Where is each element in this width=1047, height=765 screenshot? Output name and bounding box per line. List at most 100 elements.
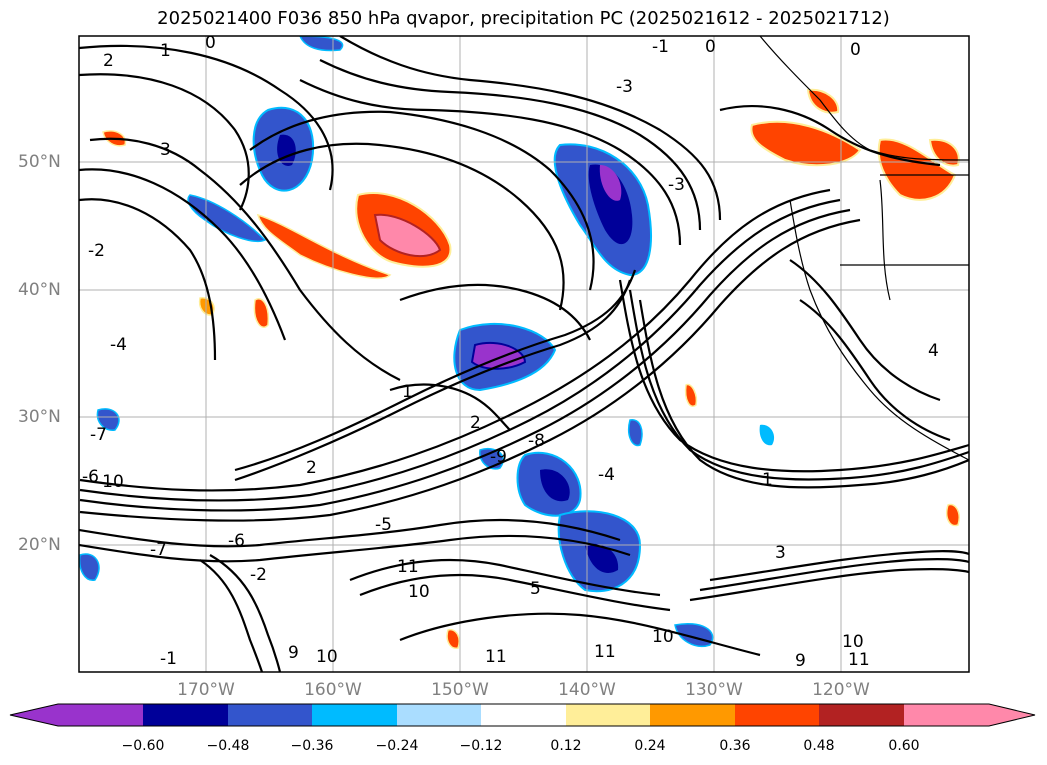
contour-label: 4 <box>928 341 939 361</box>
contour-label: -4 <box>110 335 127 355</box>
colorbar-tick-label: −0.12 <box>459 738 503 754</box>
contour-label: 2 <box>306 458 317 478</box>
negative-anomaly-patch <box>299 36 344 52</box>
contour-label: -2 <box>250 565 267 585</box>
positive-anomaly-patch <box>684 383 698 407</box>
contour-label: -6 <box>228 531 245 551</box>
lon-label: 160°W <box>304 680 362 700</box>
contour-label: 0 <box>850 40 861 60</box>
colorbar-tick-label: −0.24 <box>375 738 419 754</box>
contour-label: 10 <box>652 627 674 647</box>
positive-anomaly-patch <box>253 298 270 328</box>
colorbar-bin <box>650 704 735 726</box>
lon-label: 130°W <box>685 680 743 700</box>
negative-anomaly-patch <box>79 553 100 581</box>
contour-label: 1 <box>762 470 773 490</box>
contour-label: 9 <box>795 651 806 671</box>
colorbar-bin <box>143 704 228 726</box>
contour-label: 11 <box>848 650 870 670</box>
contour-label: 1 <box>160 41 171 61</box>
contour-label: 3 <box>775 543 786 563</box>
colorbar-tick-label: 0.24 <box>634 738 666 754</box>
colorbar-bin <box>566 704 650 726</box>
contour-label: 11 <box>397 557 419 577</box>
lat-label: 30°N <box>18 407 61 427</box>
contour-label: -3 <box>668 175 685 195</box>
colorbar-tick-label: 0.48 <box>803 738 835 754</box>
negative-anomaly-core <box>585 543 619 573</box>
negative-anomaly-patch <box>96 408 120 431</box>
contour-label: 0 <box>205 33 216 53</box>
map-plot-area: 2 1 0 3 0 0 -1 -2 -4 -3 -3 4 1 2 2 1 -6 … <box>79 33 969 672</box>
positive-anomaly-band <box>256 213 392 279</box>
colorbar-bin <box>904 704 989 726</box>
contour-label: 9 <box>288 643 299 663</box>
contour-label: -1 <box>652 37 669 57</box>
colorbar-tick-label: 0.60 <box>888 738 920 754</box>
colorbar-tick-label: −0.36 <box>290 738 334 754</box>
contour-label: -5 <box>375 515 392 535</box>
contour-label: -8 <box>528 431 545 451</box>
contour-label: 11 <box>594 642 616 662</box>
colorbar-bin <box>735 704 819 726</box>
contour-label: 11 <box>485 647 507 667</box>
lat-label: 20°N <box>18 535 61 555</box>
contour-label: 0 <box>705 37 716 57</box>
contour-label: 10 <box>316 647 338 667</box>
lon-label: 150°W <box>431 680 489 700</box>
positive-anomaly-core <box>373 213 442 258</box>
contour-label: 2 <box>103 51 114 71</box>
negative-anomaly-core <box>588 164 633 245</box>
lon-label: 140°W <box>558 680 616 700</box>
contour-label: 10 <box>842 632 864 652</box>
contour-labels: 2 1 0 3 0 0 -1 -2 -4 -3 -3 4 1 2 2 1 -6 … <box>82 33 939 671</box>
map-frame <box>78 35 970 673</box>
negative-anomaly-patch <box>628 419 643 447</box>
colorbar-max-extension <box>989 704 1035 726</box>
contour-label: -7 <box>150 540 167 560</box>
contour-label: -1 <box>160 649 177 669</box>
negative-anomaly-peak <box>599 165 622 201</box>
contour-label: -6 <box>82 467 99 487</box>
map-gridlines <box>79 36 969 672</box>
contour-label: 1 <box>402 382 413 402</box>
positive-anomaly-patch <box>928 138 960 167</box>
figure-title: 2025021400 F036 850 hPa qvapor, precipit… <box>157 8 890 29</box>
coastline <box>759 36 969 461</box>
colorbar-tick-label: 0.36 <box>719 738 751 754</box>
contour-label: -4 <box>598 465 615 485</box>
colorbar-bin <box>481 704 566 726</box>
negative-anomaly-core <box>540 469 570 502</box>
positive-anomaly-patch <box>877 138 957 201</box>
colorbar-tick-label: −0.60 <box>121 738 165 754</box>
contour-label: -3 <box>616 77 633 97</box>
contour-label: 3 <box>160 140 171 160</box>
lat-label: 50°N <box>18 152 61 172</box>
lon-label: 120°W <box>812 680 870 700</box>
contour-label: 10 <box>408 582 430 602</box>
contour-label: -9 <box>490 447 507 467</box>
colorbar-bin <box>397 704 481 726</box>
positive-anomaly-patch <box>750 120 862 167</box>
contour-label: 5 <box>530 579 541 599</box>
lon-label: 170°W <box>177 680 235 700</box>
negative-anomaly-band <box>187 194 267 242</box>
colorbar-tick-label: −0.48 <box>206 738 250 754</box>
contour-label: -2 <box>88 241 105 261</box>
negative-anomaly-patch <box>759 424 775 446</box>
contour-label: -10 <box>96 472 124 492</box>
colorbar-bin <box>819 704 904 726</box>
colorbar-bin <box>312 704 397 726</box>
qvapor-contours <box>79 36 969 672</box>
colorbar-bin <box>58 704 143 726</box>
positive-anomaly-patch <box>946 503 960 527</box>
colorbar-min-extension <box>10 704 58 726</box>
colorbar-tick-label: 0.12 <box>550 738 582 754</box>
contour-label: -7 <box>90 425 107 445</box>
colorbar-bin <box>228 704 312 726</box>
lat-label: 40°N <box>18 280 61 300</box>
colorbar <box>9 703 1036 727</box>
positive-anomaly-patch <box>446 628 460 649</box>
colorbar-outline <box>9 703 1036 727</box>
